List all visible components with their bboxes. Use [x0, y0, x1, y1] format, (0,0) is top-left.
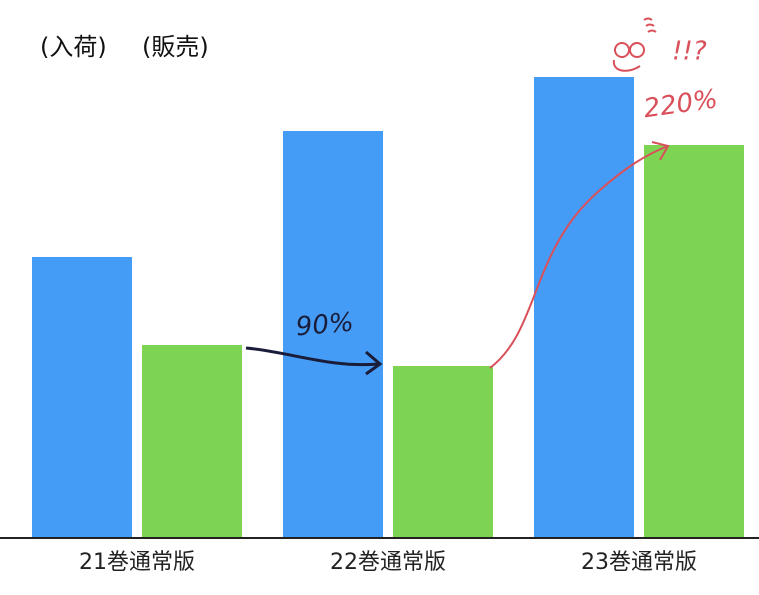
x-tick-label: 23巻通常版 [581, 550, 697, 575]
bar [534, 77, 634, 538]
annotation: 90% [295, 308, 355, 343]
arrow [245, 346, 379, 367]
bar [142, 345, 242, 538]
x-tick-label: 21巻通常版 [79, 550, 195, 575]
arrow-head [651, 141, 670, 161]
legend-label: (販売) [142, 33, 209, 61]
bar [283, 131, 383, 538]
legend-label: (入荷) [40, 33, 107, 61]
annotation: !!? [672, 37, 707, 67]
arrow [489, 145, 669, 369]
face-sketch [612, 17, 657, 72]
bar [32, 257, 132, 538]
bar [644, 145, 744, 538]
bar [393, 366, 493, 538]
annotation: 220% [642, 84, 720, 124]
arrow-head [365, 350, 383, 376]
x-tick-label: 22巻通常版 [330, 550, 446, 575]
